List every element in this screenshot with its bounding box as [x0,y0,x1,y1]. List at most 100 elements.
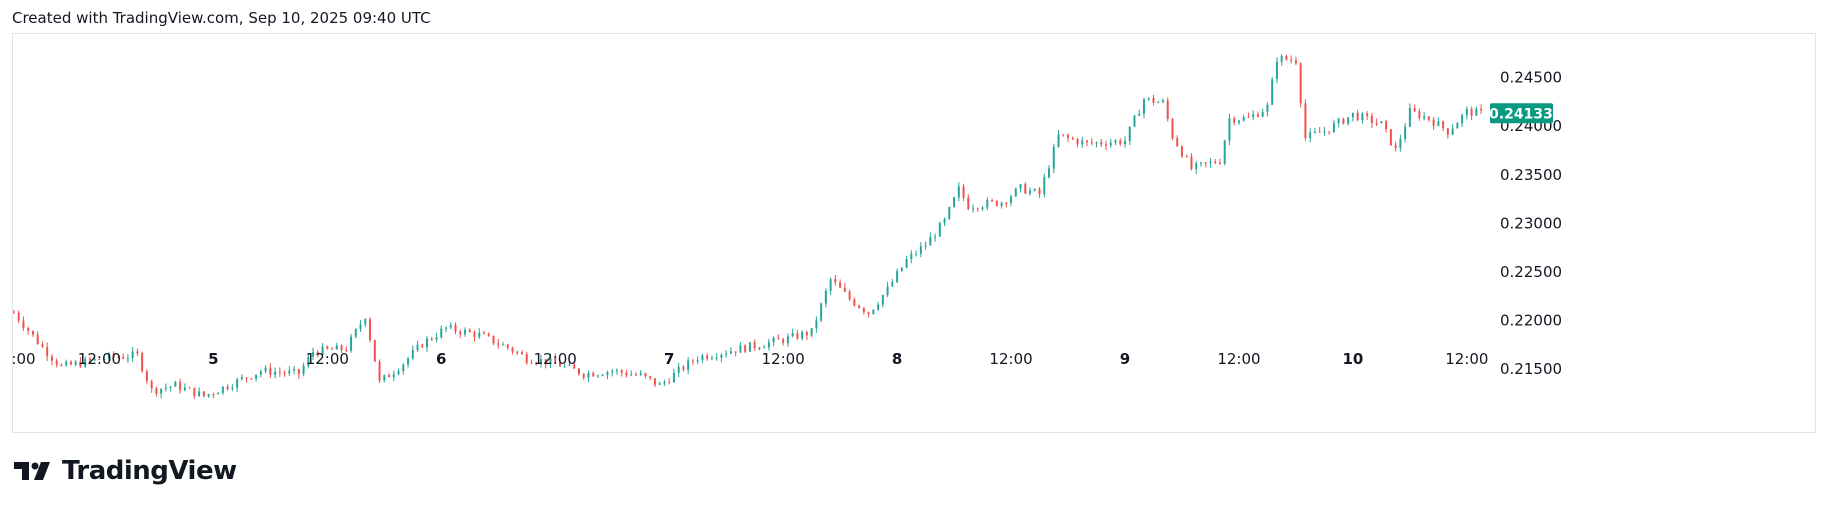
candle-body [596,375,599,377]
candle-body [905,258,908,268]
candle [706,353,709,361]
candle-body [269,367,272,375]
candle [1090,138,1093,146]
time-axis: 03:00 12:00 5 12:00 6 12:00 7 12:00 8 12:00 9 12:00… [13,350,1488,368]
candle-body [31,330,34,335]
candle [107,351,110,362]
chart-pane[interactable]: 0.24500 0.24000 0.23500 0.23000 0.22500 0.220… [12,33,1816,433]
candle-body [601,375,604,377]
candle-body [240,377,243,380]
candle-body [1328,131,1331,133]
candle [1442,120,1445,132]
candle-body [1275,61,1278,80]
candle [1237,119,1240,126]
candle [625,369,628,378]
candle [1266,102,1269,117]
candle [1432,116,1435,130]
candle-body [1266,104,1269,112]
candle [198,387,201,397]
candle-body [1285,55,1288,60]
candle-body [1095,142,1098,144]
candle-body [810,328,813,336]
candle [1461,113,1464,128]
candle [834,275,837,286]
candle-body [886,286,889,296]
time-tick-label: 12:00 [1445,350,1488,368]
candle [853,297,856,307]
candle-body [948,207,951,219]
candle-body [1209,161,1212,164]
candle [31,330,34,337]
candle [924,241,927,250]
candle [65,359,68,367]
candle [402,363,405,375]
candle-body [1052,146,1055,169]
candle-body [834,279,837,283]
candlestick-chart[interactable]: 0.245000.240000.235000.230000.225000.220… [13,34,1815,432]
candle-body [378,361,381,381]
candle-body [677,366,680,373]
candle-body [653,378,656,385]
candle [454,322,457,335]
candle-body [896,271,899,283]
candle-body [1218,162,1221,164]
candle [1199,161,1202,167]
candle [1119,138,1122,146]
candle-body [65,361,68,366]
candle-body [558,362,561,367]
candle-body [1199,162,1202,164]
candle [957,182,960,202]
candle-body [1005,202,1008,204]
candle [1033,188,1036,192]
candle [288,366,291,377]
candle-body [967,197,970,210]
candle [1261,108,1264,118]
candle-body [1366,113,1369,116]
candle [891,278,894,288]
candle-body [587,372,590,378]
candle-body [354,329,357,337]
candle-body [1114,140,1117,143]
candle [620,368,623,377]
candle [639,369,642,376]
candle [1256,111,1259,118]
candle-body [502,344,504,346]
brand-name: TradingView [62,456,237,486]
candle-body [107,353,110,359]
candle [1233,116,1236,126]
candle [672,369,675,383]
candle-body [639,373,642,375]
candle [236,377,239,393]
candle [658,381,661,386]
candle-body [98,358,101,360]
candle-body [169,386,172,388]
candle-body [1000,202,1003,206]
candle-body [568,364,571,366]
candle-body [454,325,457,332]
candle [1356,109,1359,122]
chart-caption: Created with TradingView.com, Sep 10, 20… [12,9,431,27]
candle [331,347,334,350]
candle [1010,194,1013,207]
candle [69,360,72,366]
candle [1166,97,1169,122]
candle [1005,201,1008,208]
candle-body [900,267,903,272]
candle [725,350,728,358]
candle [231,384,234,392]
candle-body [188,387,191,389]
candle-body [805,332,808,336]
candle-body [1233,118,1236,123]
candle [150,379,153,393]
candle-body [592,372,595,377]
candle [710,355,713,361]
candle [1024,182,1027,195]
candle [862,306,865,315]
candle-body [582,374,585,378]
candle-body [307,356,310,366]
candle [810,328,813,338]
candle-body [620,370,623,373]
candle [283,370,286,377]
candle [1223,139,1226,166]
candle [829,277,832,295]
